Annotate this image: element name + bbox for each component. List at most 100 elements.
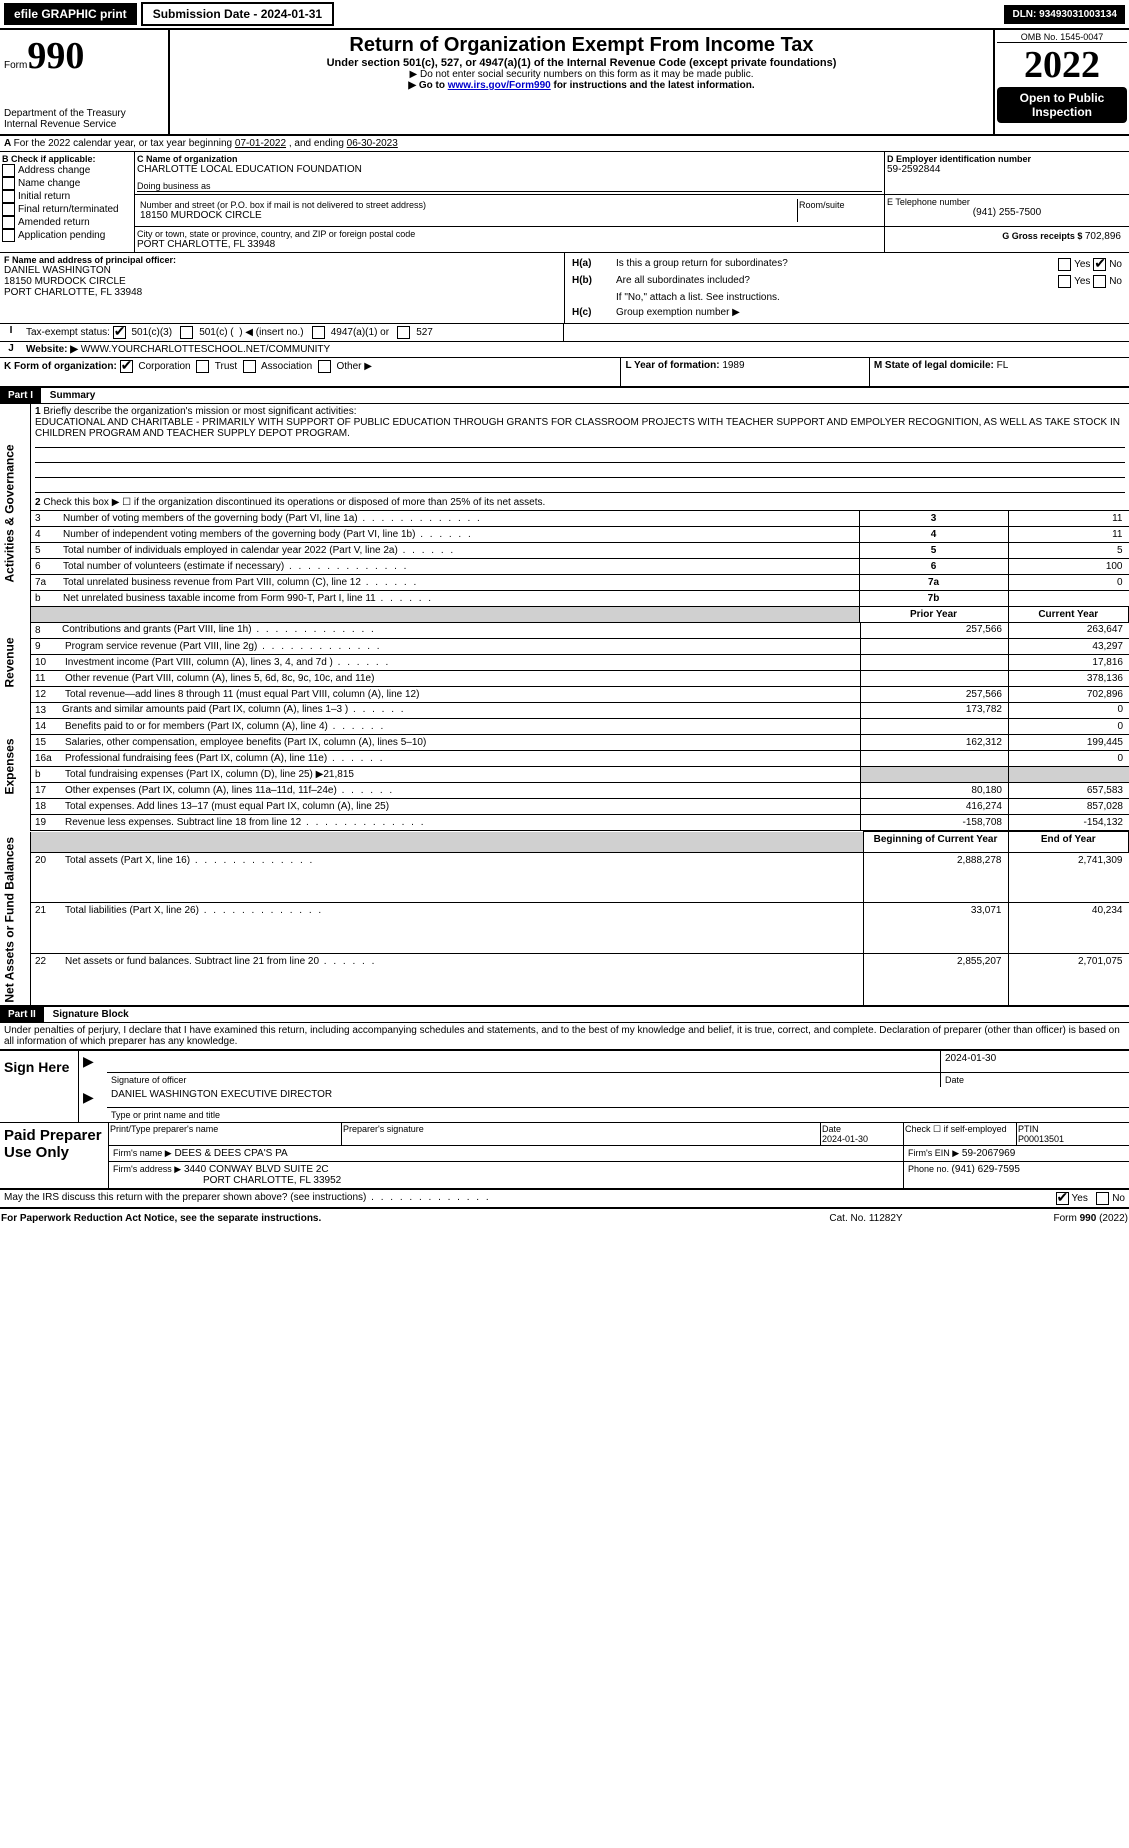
sign-here-label: Sign Here <box>0 1051 79 1087</box>
check-label: Application pending <box>18 230 105 241</box>
footer-left: For Paperwork Reduction Act Notice, see … <box>0 1209 765 1225</box>
form-prefix: Form <box>4 60 27 71</box>
check-501c[interactable] <box>180 326 193 339</box>
hb-text: Are all subordinates included? <box>615 274 999 289</box>
box-l-label: L Year of formation: <box>625 360 722 371</box>
officer-addr2: PORT CHARLOTTE, FL 33948 <box>4 287 560 298</box>
tax-year: 2022 <box>1024 44 1100 86</box>
part1-table: Activities & Governance 1 Briefly descri… <box>0 404 1129 623</box>
table-row: 16aProfessional fundraising fees (Part I… <box>0 751 1129 767</box>
hb-label: H(b) <box>571 274 613 289</box>
table-row: 10Investment income (Part VIII, column (… <box>0 655 1129 671</box>
vert-activities-label: Activities & Governance <box>0 404 31 623</box>
check-label: Amended return <box>18 217 90 228</box>
table-row: 9Program service revenue (Part VIII, lin… <box>0 639 1129 655</box>
phone-value: (941) 255-7500 <box>887 207 1127 218</box>
firm-name: DEES & DEES CPA'S PA <box>174 1148 287 1159</box>
check-corp[interactable] <box>120 360 133 373</box>
check-trust[interactable] <box>196 360 209 373</box>
check-501c3[interactable] <box>113 326 126 339</box>
check-application[interactable]: Application pending <box>2 229 132 242</box>
table-row: 17Other expenses (Part IX, column (A), l… <box>0 783 1129 799</box>
ein-value: 59-2592844 <box>887 164 1127 175</box>
check-address-change[interactable]: Address change <box>2 164 132 177</box>
website-label: Website: ▶ <box>26 344 78 355</box>
ha-label: H(a) <box>571 257 613 272</box>
street-address: 18150 MURDOCK CIRCLE <box>140 210 794 221</box>
tax-exempt-label: Tax-exempt status: <box>26 327 110 338</box>
check-initial-return[interactable]: Initial return <box>2 190 132 203</box>
dln-label: DLN: 93493031003134 <box>1004 5 1125 24</box>
period-mid: , and ending <box>286 138 347 149</box>
ptin-value: P00013501 <box>1018 1134 1064 1144</box>
officer-name: DANIEL WASHINGTON <box>4 265 560 276</box>
officer-block: F Name and address of principal officer:… <box>0 252 1129 323</box>
check-527[interactable] <box>397 326 410 339</box>
paid-preparer-label: Paid Preparer Use Only <box>0 1123 109 1189</box>
room-suite-label: Room/suite <box>797 199 880 222</box>
table-row: 21Total liabilities (Part X, line 26)33,… <box>0 903 1129 954</box>
part1-header-row: Part I Summary <box>0 388 1129 404</box>
j-marker: J <box>0 342 22 358</box>
check-label: Final return/terminated <box>18 204 119 215</box>
box-m-label: M State of legal domicile: <box>874 360 997 371</box>
self-employed-check[interactable]: Check ☐ if self-employed <box>904 1123 1017 1146</box>
city-label: City or town, state or province, country… <box>137 229 882 239</box>
ha-yesno[interactable]: Yes No <box>1001 257 1123 272</box>
form-title: Return of Organization Exempt From Incom… <box>178 34 985 57</box>
opt-501c-b: ) ◀ (insert no.) <box>239 327 303 338</box>
phone-label: Phone no. <box>908 1164 952 1174</box>
check-amended[interactable]: Amended return <box>2 216 132 229</box>
check-final-return[interactable]: Final return/terminated <box>2 203 132 216</box>
period-line: A For the 2022 calendar year, or tax yea… <box>0 136 1129 152</box>
state-domicile: FL <box>997 360 1009 371</box>
sig-date-value: 2024-01-30 <box>941 1051 1129 1072</box>
table-row: 20Total assets (Part X, line 16)2,888,27… <box>0 852 1129 903</box>
q2-text: Check this box ▶ ☐ if the organization d… <box>43 497 545 508</box>
check-other[interactable] <box>318 360 331 373</box>
part1-title: Summary <box>44 390 96 401</box>
goto-prefix: ▶ Go to <box>408 80 447 91</box>
i-marker: I <box>0 324 22 342</box>
goto-note: ▶ Go to www.irs.gov/Form990 for instruct… <box>178 80 985 91</box>
box-e-label: E Telephone number <box>887 197 1127 207</box>
footer-cat: Cat. No. 11282Y <box>765 1209 967 1225</box>
q1-value: EDUCATIONAL AND CHARITABLE - PRIMARILY W… <box>35 417 1120 439</box>
city-value: PORT CHARLOTTE, FL 33948 <box>137 239 882 250</box>
prep-date-value: 2024-01-30 <box>822 1134 868 1144</box>
netassets-table: Net Assets or Fund Balances Beginning of… <box>0 831 1129 1007</box>
preparer-phone: (941) 629-7595 <box>952 1164 1020 1175</box>
dept-treasury: Department of the Treasury <box>4 108 164 119</box>
officer-addr1: 18150 MURDOCK CIRCLE <box>4 276 560 287</box>
identity-block: B Check if applicable: Address change Na… <box>0 152 1129 252</box>
vert-expenses-label: Expenses <box>0 703 31 831</box>
check-name-change[interactable]: Name change <box>2 177 132 190</box>
sig-officer-label: Signature of officer <box>107 1072 941 1087</box>
col-prior: Prior Year <box>859 607 1008 623</box>
box-k-label: K Form of organization: <box>4 361 117 372</box>
ha-text: Is this a group return for subordinates? <box>615 257 999 272</box>
discuss-yesno[interactable]: Yes No <box>961 1190 1129 1208</box>
footer-right: Form 990 (2022) <box>967 1209 1129 1225</box>
q1-text: Briefly describe the organization's miss… <box>43 406 356 417</box>
org-name: CHARLOTTE LOCAL EDUCATION FOUNDATION <box>137 164 882 175</box>
revenue-table: Revenue 8Contributions and grants (Part … <box>0 623 1129 703</box>
table-row: 11Other revenue (Part VIII, column (A), … <box>0 671 1129 687</box>
perjury-text: Under penalties of perjury, I declare th… <box>0 1023 1129 1051</box>
box-d-label: D Employer identification number <box>887 154 1127 164</box>
arrow-icon: ▶ <box>83 1089 94 1105</box>
col-current: Current Year <box>1008 607 1129 623</box>
check-assoc[interactable] <box>243 360 256 373</box>
addr-label: Number and street (or P.O. box if mail i… <box>140 200 794 210</box>
col-print-label: Print/Type preparer's name <box>109 1123 342 1146</box>
hb-yesno[interactable]: Yes No <box>1001 274 1123 289</box>
check-4947[interactable] <box>312 326 325 339</box>
instructions-link[interactable]: www.irs.gov/Form990 <box>448 80 551 91</box>
top-bar: efile GRAPHIC print Submission Date - 20… <box>0 0 1129 30</box>
efile-button[interactable]: efile GRAPHIC print <box>4 3 137 25</box>
col-begin: Beginning of Current Year <box>863 832 1008 853</box>
paid-preparer-block: Paid Preparer Use Only Print/Type prepar… <box>0 1123 1129 1190</box>
sig-date-label: Date <box>941 1072 1129 1087</box>
discuss-text: May the IRS discuss this return with the… <box>0 1190 961 1208</box>
submission-date-button[interactable]: Submission Date - 2024-01-31 <box>141 2 334 26</box>
